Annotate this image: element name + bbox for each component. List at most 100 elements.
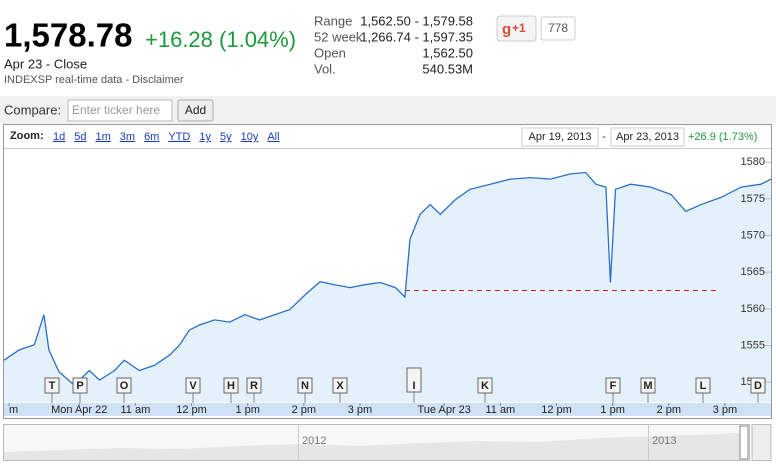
event-flag[interactable]	[72, 377, 88, 394]
range-to: Apr 23, 2013	[616, 131, 679, 143]
range-to-box[interactable]	[610, 127, 685, 147]
price: 1,578.78	[4, 17, 132, 54]
plus-one-button[interactable]	[496, 15, 537, 42]
x-tick-label: 11 am	[485, 404, 515, 416]
event-flag[interactable]	[750, 377, 766, 394]
event-flag[interactable]	[477, 377, 493, 394]
event-letter: M	[643, 380, 652, 392]
navigator-label: 2012	[302, 435, 326, 447]
y-tick-label: 1570	[741, 229, 765, 241]
stat-value: 1,266.74 - 1,597.35	[360, 29, 473, 44]
navigator-handle[interactable]	[739, 425, 749, 460]
compare-placeholder: Enter ticker here	[72, 103, 160, 117]
zoom-option[interactable]: 1y	[199, 131, 211, 143]
event-flag[interactable]	[406, 367, 422, 393]
stat-label: Vol.	[314, 61, 336, 76]
g-icon: g	[502, 21, 511, 38]
navigator-label: 2013	[652, 435, 676, 447]
event-flag[interactable]	[297, 377, 313, 394]
social: g +1 778	[496, 15, 576, 42]
navigator-area	[4, 432, 748, 460]
x-axis: m Mon Apr 22 11 am 12 pm 1 pm 2 pm 3 pm Tue Apr…	[8, 403, 737, 416]
compare-label: Compare:	[4, 102, 61, 117]
stat-value: 540.53M	[422, 61, 473, 76]
x-tick-label: Tue Apr 23	[418, 404, 471, 416]
x-tick-label: 2 pm	[657, 404, 681, 416]
close-date: Apr 23 - Close	[4, 56, 87, 71]
x-tick-label: 12 pm	[176, 404, 207, 416]
range-change: +26.9 (1.73%)	[688, 131, 757, 143]
x-tick-label: 2 pm	[292, 404, 316, 416]
add-button-label: Add	[185, 103, 206, 117]
stat-label: Open	[314, 45, 346, 60]
zoom-options: 1d 5d 1m 3m 6m YTD 1y 5y 10y All	[53, 131, 280, 143]
event-flag[interactable]	[246, 377, 262, 394]
event-letter: O	[120, 380, 129, 392]
x-tick-label: 3 pm	[713, 404, 737, 416]
y-tick-label: 1560	[741, 303, 765, 315]
zoom-option[interactable]: YTD	[168, 131, 190, 143]
range-from-box[interactable]	[521, 127, 599, 147]
event-flag[interactable]	[223, 377, 239, 394]
stat-label: Range	[314, 13, 352, 28]
plus-one-count: 778	[548, 21, 568, 35]
range-from: Apr 19, 2013	[529, 131, 592, 143]
range-separator: -	[602, 131, 606, 143]
event-letter: X	[336, 380, 344, 392]
y-tick-label: 1580	[741, 156, 765, 168]
event-letter: N	[301, 380, 309, 392]
stat-label: 52 week	[314, 29, 363, 44]
x-tick-label: 1 pm	[600, 404, 624, 416]
zoom-option[interactable]: 6m	[144, 131, 159, 143]
event-flag[interactable]	[605, 377, 621, 394]
event-letter: P	[76, 380, 83, 392]
event-letter: D	[754, 380, 762, 392]
x-tick-label: 12 pm	[541, 404, 572, 416]
zoom-option[interactable]: 3m	[120, 131, 135, 143]
zoom-option[interactable]: 1d	[53, 131, 65, 143]
event-letter: T	[49, 380, 56, 392]
x-axis-band	[4, 403, 771, 416]
data-source[interactable]: INDEXSP real-time data - Disclaimer	[4, 74, 184, 86]
price-line	[3, 171, 772, 386]
event-letter: L	[700, 380, 707, 392]
event-flag[interactable]	[44, 377, 60, 394]
x-tick-label: 11 am	[121, 404, 151, 416]
plot: 1550155515601565157015751580TPOVHRNXIKFM…	[3, 156, 772, 403]
event-letter: H	[227, 380, 235, 392]
x-tick-label: Mon Apr 22	[51, 404, 107, 416]
plus-one-label: +1	[512, 21, 526, 35]
event-letter: K	[481, 380, 489, 392]
price-change: +16.28 (1.04%)	[145, 27, 296, 52]
zoom-option[interactable]: 1m	[96, 131, 111, 143]
add-button[interactable]	[177, 99, 214, 122]
zoom-option[interactable]: 10y	[241, 131, 259, 143]
count-box	[540, 16, 576, 41]
event-letter: I	[412, 380, 415, 392]
x-tick-label: 1 pm	[235, 404, 259, 416]
compare-input[interactable]	[67, 99, 173, 122]
y-tick-label: 1555	[741, 339, 765, 351]
event-flag[interactable]	[332, 377, 348, 394]
stat-value: 1,562.50	[422, 45, 473, 60]
event-letter: V	[189, 380, 197, 392]
event-letter: R	[250, 380, 258, 392]
y-tick-label: 1575	[741, 193, 765, 205]
zoom-option[interactable]: 5y	[220, 131, 232, 143]
event-letter: F	[610, 380, 617, 392]
x-tick-label: m	[9, 404, 18, 416]
stat-value: 1,562.50 - 1,579.58	[360, 13, 473, 28]
zoom-label: Zoom:	[10, 130, 44, 142]
y-tick-label: 1565	[741, 266, 765, 278]
event-flag[interactable]	[116, 377, 132, 394]
navigator-scroll[interactable]	[751, 424, 772, 461]
area	[4, 172, 771, 402]
event-flag[interactable]	[695, 377, 711, 394]
zoom-option[interactable]: 5d	[74, 131, 86, 143]
x-tick-label: 3 pm	[348, 404, 372, 416]
zoom-option[interactable]: All	[267, 131, 279, 143]
event-flag[interactable]	[640, 377, 656, 394]
event-flag[interactable]	[185, 377, 201, 394]
